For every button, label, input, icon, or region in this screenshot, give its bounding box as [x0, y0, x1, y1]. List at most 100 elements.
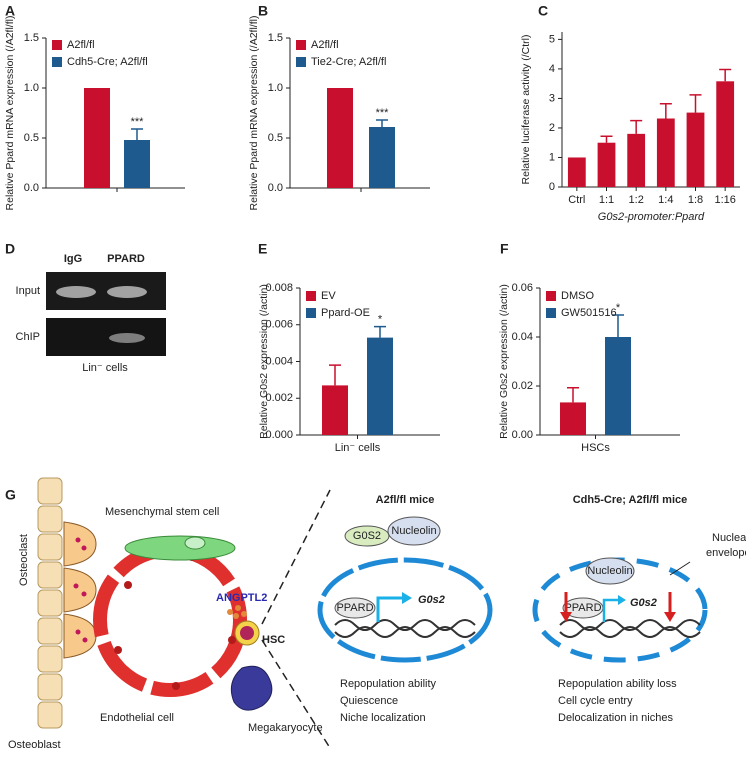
- label: Niche localization: [340, 712, 426, 724]
- error-bar: [659, 102, 672, 119]
- legend-swatch: [546, 308, 556, 318]
- label: G0s2: [630, 597, 657, 609]
- panel-letter: F: [500, 241, 509, 257]
- y-tick-label: 0.000: [265, 429, 293, 441]
- significance: *: [378, 313, 383, 325]
- y-axis-label: Relative G0s2 expression (/actin): [498, 284, 510, 439]
- legend-swatch: [306, 308, 316, 318]
- legend-swatch: [296, 40, 306, 50]
- bar: [369, 127, 395, 188]
- label: envelope: [706, 547, 746, 559]
- y-tick-label: 0.04: [512, 331, 533, 343]
- x-tick-label: Lin⁻ cells: [335, 442, 381, 454]
- x-tick-label: 1:2: [629, 194, 644, 206]
- error-bar: [567, 386, 579, 403]
- bar: [605, 337, 631, 435]
- x-axis-label: G0s2-promoter:Ppard: [598, 211, 705, 223]
- legend-swatch: [296, 57, 306, 67]
- y-tick-label: 0: [549, 181, 555, 193]
- label: Cdh5-Cre; A2fl/fl mice: [573, 494, 688, 506]
- panel-letter: B: [258, 3, 268, 19]
- legend-swatch: [306, 291, 316, 301]
- bar: [656, 118, 675, 187]
- x-tick-label: 1:1: [599, 194, 614, 206]
- x-tick-label: 1:8: [688, 194, 703, 206]
- legend-swatch: [52, 57, 62, 67]
- y-tick-label: 0.00: [512, 429, 533, 441]
- y-tick-label: 1.0: [24, 82, 39, 94]
- y-tick-label: 1.5: [268, 32, 283, 44]
- label: Delocalization in niches: [558, 712, 673, 724]
- legend-label: A2fl/fl: [311, 39, 339, 51]
- gel-caption: Lin⁻ cells: [82, 362, 128, 374]
- bone-column: [37, 477, 63, 729]
- y-tick-label: 1.5: [24, 32, 39, 44]
- y-tick-label: 0.0: [268, 182, 283, 194]
- panel-letter: E: [258, 241, 267, 257]
- gel-column-label: IgG: [64, 253, 82, 265]
- error-bar: [630, 119, 643, 134]
- significance: *: [616, 302, 621, 314]
- gel-band: [56, 286, 96, 298]
- y-tick-label: 0.006: [265, 319, 293, 331]
- y-axis-label: Relative Ppard mRNA expression (/A2fl/fl…: [4, 16, 16, 211]
- error-bar: [374, 325, 386, 338]
- label: ANGPTL2: [216, 592, 267, 604]
- label: Endothelial cell: [100, 712, 174, 724]
- nucleus: [317, 557, 493, 663]
- label: Osteoblast: [8, 739, 61, 751]
- label: G0s2: [418, 594, 445, 606]
- bar: [322, 385, 348, 435]
- y-tick-label: 0.06: [512, 282, 533, 294]
- vessel: [93, 543, 247, 697]
- bar: [716, 81, 735, 187]
- y-tick-label: 1.0: [268, 82, 283, 94]
- bar: [327, 88, 353, 188]
- bar: [560, 402, 586, 435]
- y-tick-label: 0.008: [265, 282, 293, 294]
- gel-band: [107, 286, 147, 298]
- legend-label: A2fl/fl: [67, 39, 95, 51]
- legend-label: Ppard-OE: [321, 307, 370, 319]
- y-tick-label: 0.0: [24, 182, 39, 194]
- error-bar: [131, 128, 143, 140]
- label: Repopulation ability: [340, 678, 437, 690]
- label: A2fl/fl mice: [376, 494, 435, 506]
- diagram: G Osteoclast Osteoblast Mesenchymal stem…: [5, 477, 746, 751]
- legend-swatch: [546, 291, 556, 301]
- legend-label: EV: [321, 290, 336, 302]
- legend-label: DMSO: [561, 290, 594, 302]
- y-tick-label: 2: [549, 122, 555, 134]
- bar: [124, 140, 150, 188]
- y-axis-label: Relative luciferase activity (/Ctrl): [520, 35, 532, 185]
- label: Nucleolin: [391, 525, 436, 537]
- y-tick-label: 4: [549, 63, 555, 75]
- panel-letter: A: [5, 3, 15, 19]
- label: Nuclear: [712, 532, 746, 544]
- gel-row-label: Input: [16, 285, 40, 297]
- gel-column-label: PPARD: [107, 253, 145, 265]
- y-tick-label: 1: [549, 151, 555, 163]
- msc-cell: [124, 535, 236, 561]
- label: Repopulation ability loss: [558, 678, 677, 690]
- y-tick-label: 0.002: [265, 392, 293, 404]
- x-tick-label: Ctrl: [568, 194, 585, 206]
- x-tick-label: 1:16: [714, 194, 735, 206]
- label: PPARD: [564, 602, 601, 614]
- label: Mesenchymal stem cell: [105, 506, 219, 518]
- panel-letter: C: [538, 3, 548, 19]
- gel-lane: [46, 318, 166, 356]
- label: Osteoclast: [18, 534, 30, 586]
- gel-row-label: ChIP: [16, 331, 40, 343]
- bar: [686, 112, 705, 187]
- x-tick-label: HSCs: [581, 442, 610, 454]
- y-tick-label: 3: [549, 92, 555, 104]
- label: Quiescence: [340, 695, 398, 707]
- label: G0S2: [353, 530, 381, 542]
- error-bar: [329, 364, 341, 386]
- panel-letter: G: [5, 487, 16, 503]
- y-axis-label: Relative Ppard mRNA expression (/A2fl/fl…: [248, 16, 260, 211]
- significance: ***: [131, 116, 145, 128]
